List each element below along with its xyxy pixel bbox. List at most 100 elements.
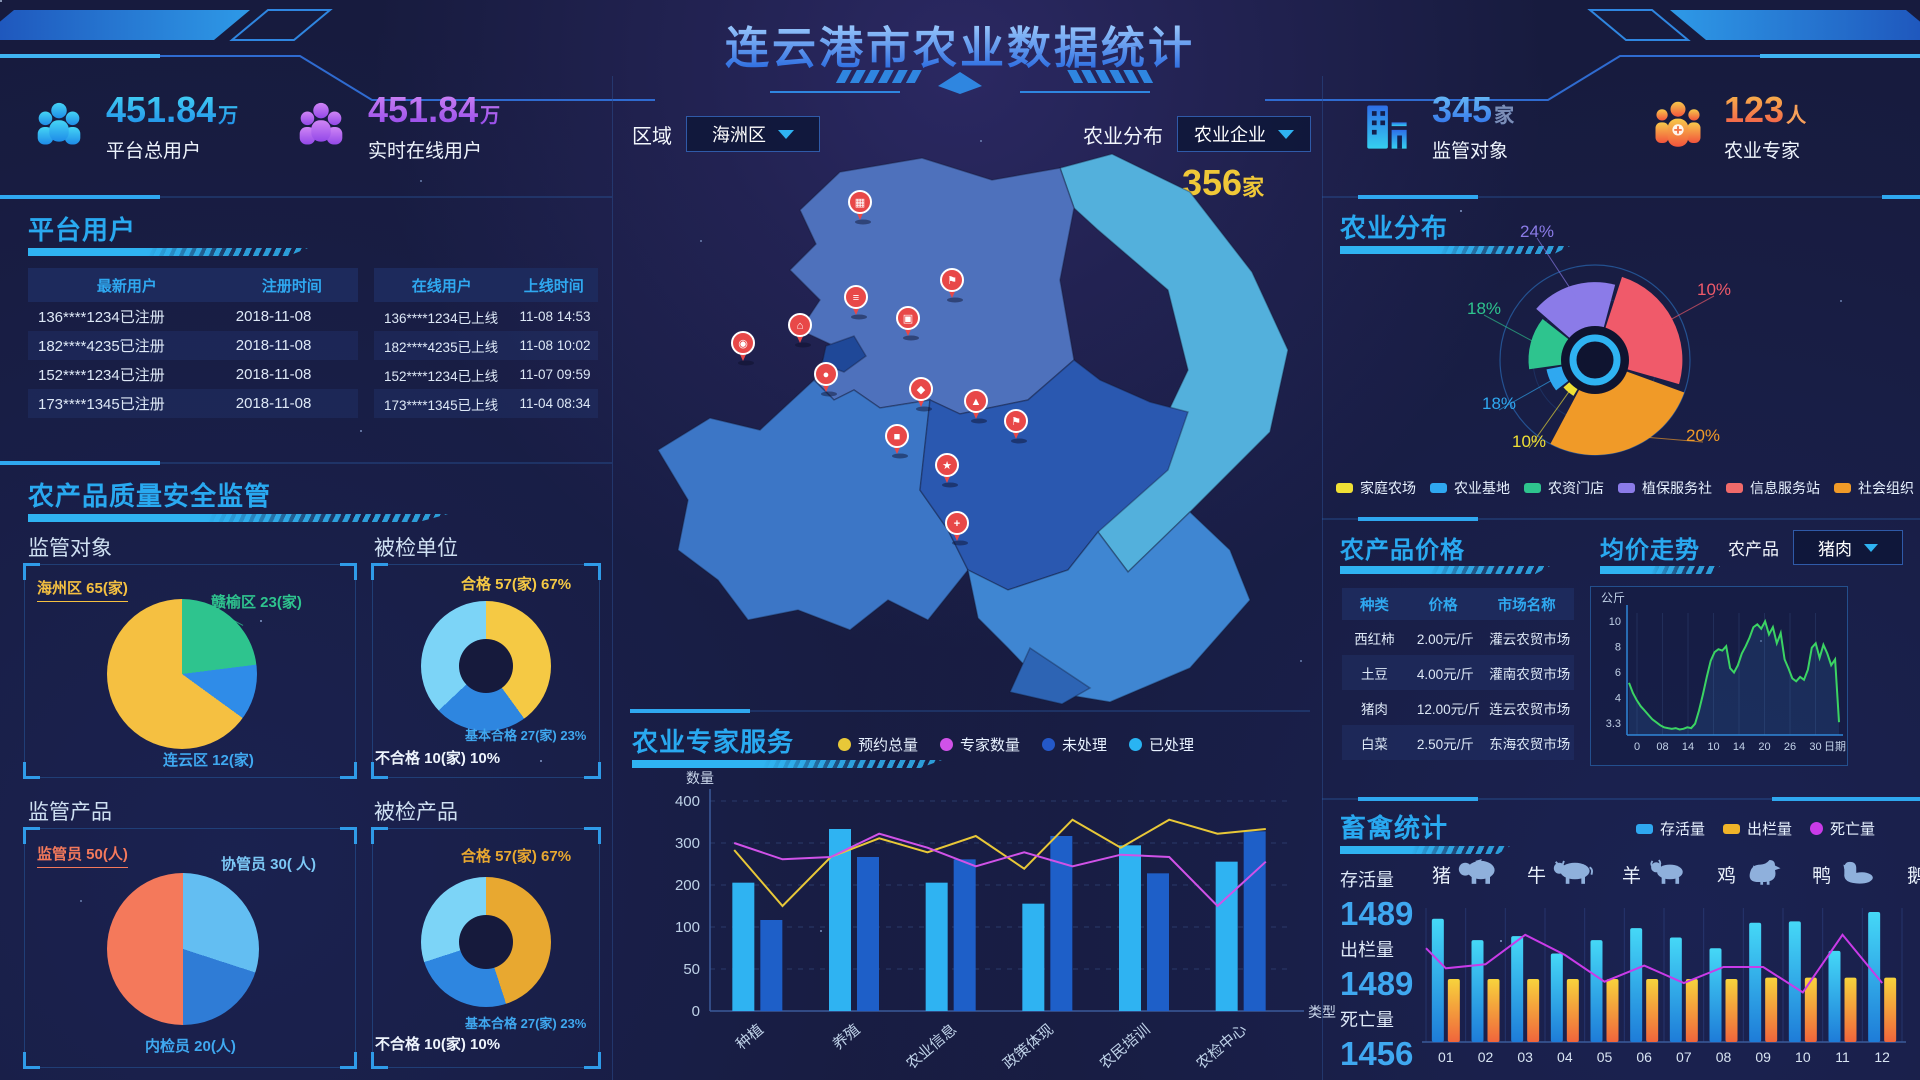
legend-item[interactable]: 出栏量	[1723, 818, 1792, 839]
flag-pin[interactable]: ⚑	[1004, 409, 1028, 444]
bar-out[interactable]	[1566, 979, 1579, 1042]
bar-out[interactable]	[1804, 977, 1817, 1042]
bar-pending[interactable]	[953, 859, 976, 1011]
home-pin[interactable]: ⌂	[788, 313, 812, 348]
supervise-objects-pie[interactable]	[107, 599, 257, 749]
bar-out[interactable]	[1725, 979, 1738, 1042]
svg-text:04: 04	[1557, 1049, 1573, 1065]
bar-survive[interactable]	[1749, 922, 1762, 1042]
bar-done[interactable]	[829, 829, 851, 1011]
legend-item[interactable]: 社会组织	[1834, 478, 1914, 498]
bar-done[interactable]	[1022, 903, 1045, 1011]
building-pin[interactable]: ■	[885, 424, 909, 459]
legend-item[interactable]: 存活量	[1636, 818, 1705, 839]
svg-text:400: 400	[675, 793, 700, 810]
legend-item[interactable]: 已处理	[1129, 734, 1194, 755]
bookmark-pin[interactable]: ⚑	[940, 268, 964, 303]
animal-tab-鹅[interactable]: 鹅	[1907, 856, 1920, 892]
machine-pin[interactable]: ◉	[731, 331, 755, 366]
bar-out[interactable]	[1844, 977, 1857, 1042]
section-separator	[630, 709, 1310, 713]
bar-out[interactable]	[1527, 979, 1540, 1042]
location-pin[interactable]: ◆	[909, 377, 933, 412]
bar-out[interactable]	[1606, 979, 1619, 1042]
distribution-dropdown[interactable]: 农业企业	[1177, 116, 1311, 152]
bar-out[interactable]	[1685, 979, 1698, 1042]
bar-pending[interactable]	[1050, 836, 1073, 1011]
bar-survive[interactable]	[1511, 936, 1524, 1042]
legend-label: 出栏量	[1747, 821, 1793, 838]
bar-survive[interactable]	[1431, 918, 1444, 1042]
bar-survive[interactable]	[1828, 950, 1841, 1042]
bar-out[interactable]	[1884, 977, 1897, 1042]
bar-done[interactable]	[732, 882, 755, 1011]
svg-text:★: ★	[942, 460, 952, 472]
legend-item[interactable]: 死亡量	[1810, 818, 1875, 839]
region-dropdown[interactable]: 海洲区	[686, 116, 820, 152]
bar-survive[interactable]	[1709, 948, 1722, 1042]
stat-total-users: 451.84 万 平台总用户	[28, 92, 238, 163]
legend-label: 未处理	[1062, 737, 1108, 754]
animal-tab-牛[interactable]: 牛	[1527, 856, 1596, 892]
bar-survive[interactable]	[1471, 940, 1484, 1042]
price-trend-chart[interactable]: 公斤 10 8 6 4 3.3 0 08 14 10 14 20 26 30 日期	[1590, 586, 1848, 766]
bar-out[interactable]	[1646, 979, 1659, 1042]
city-map[interactable]: ▦ ⚑ ≡ ▣ ⌂ ◉ ● ◆ ▲ ⚑ ■ ★ +	[630, 150, 1310, 705]
legend-item[interactable]: 农业基地	[1430, 478, 1510, 498]
right-panel-divider	[1322, 76, 1323, 1080]
legend-item[interactable]: 专家数量	[940, 734, 1020, 755]
legend-item[interactable]: 预约总量	[838, 734, 918, 755]
animal-tab-羊[interactable]: 羊	[1622, 856, 1691, 892]
section-title-underline	[1340, 566, 1550, 574]
bar-survive[interactable]	[1669, 937, 1682, 1042]
bar-done[interactable]	[1215, 861, 1238, 1011]
bar-pending[interactable]	[1243, 831, 1266, 1011]
distribution-rose-chart[interactable]: 10% 20% 10% 18% 18% 24%	[1340, 222, 1910, 475]
plant-pin[interactable]: ★	[935, 453, 959, 488]
trend-product-dropdown[interactable]: 猪肉	[1793, 530, 1903, 565]
bar-done[interactable]	[1119, 845, 1141, 1011]
legend-item[interactable]: 农资门店	[1524, 478, 1604, 498]
supervise-products-pie[interactable]	[107, 873, 259, 1025]
legend-item[interactable]: 未处理	[1042, 734, 1107, 755]
legend-item[interactable]: 植保服务社	[1618, 478, 1712, 498]
farm-pin[interactable]: ▲	[964, 389, 988, 424]
bar-survive[interactable]	[1788, 921, 1801, 1042]
animal-tab-猪[interactable]: 猪	[1432, 856, 1501, 892]
bar-survive[interactable]	[1550, 953, 1563, 1042]
expert-service-legend: 预约总量 专家数量 未处理 已处理	[838, 734, 1194, 755]
legend-item[interactable]: 信息服务站	[1726, 478, 1820, 498]
bar-pending[interactable]	[760, 920, 783, 1011]
grid-pin[interactable]: ▦	[848, 190, 872, 225]
bar-pending[interactable]	[1147, 873, 1169, 1011]
legend-swatch	[1618, 483, 1635, 493]
bar-out[interactable]	[1487, 979, 1500, 1042]
livestock-chart[interactable]: 01 02 03 04 05 06 07 08 09 10 11 12	[1420, 902, 1908, 1074]
animal-tab-鸭[interactable]: 鸭	[1812, 856, 1881, 892]
service-pin[interactable]: +	[945, 511, 969, 546]
users-icon	[37, 102, 81, 144]
bar-out[interactable]	[1447, 979, 1460, 1042]
bar-survive[interactable]	[1630, 928, 1643, 1042]
list-pin[interactable]: ≡	[844, 285, 868, 320]
legend-swatch	[1430, 483, 1447, 493]
table-header: 种类 价格 市场名称	[1342, 588, 1574, 620]
bar-survive[interactable]	[1868, 912, 1881, 1042]
factory-pin[interactable]: ▣	[896, 306, 920, 341]
animal-tab-鸡[interactable]: 鸡	[1717, 856, 1786, 892]
distribution-control: 农业分布 农业企业	[1083, 116, 1311, 152]
svg-text:300: 300	[675, 835, 700, 852]
bar-out[interactable]	[1765, 977, 1778, 1042]
person-pin[interactable]: ●	[814, 362, 838, 397]
chevron-down-icon	[1864, 543, 1878, 552]
table-row: 182****4235已上线 11-08 10:02	[374, 331, 598, 360]
bar-done[interactable]	[925, 882, 948, 1011]
bar-survive[interactable]	[1590, 940, 1603, 1042]
bar-pending[interactable]	[857, 857, 879, 1011]
legend-item[interactable]: 家庭农场	[1336, 478, 1416, 498]
svg-text:▲: ▲	[971, 396, 982, 408]
pig-icon	[1458, 859, 1495, 884]
svg-text:+: +	[954, 518, 960, 530]
